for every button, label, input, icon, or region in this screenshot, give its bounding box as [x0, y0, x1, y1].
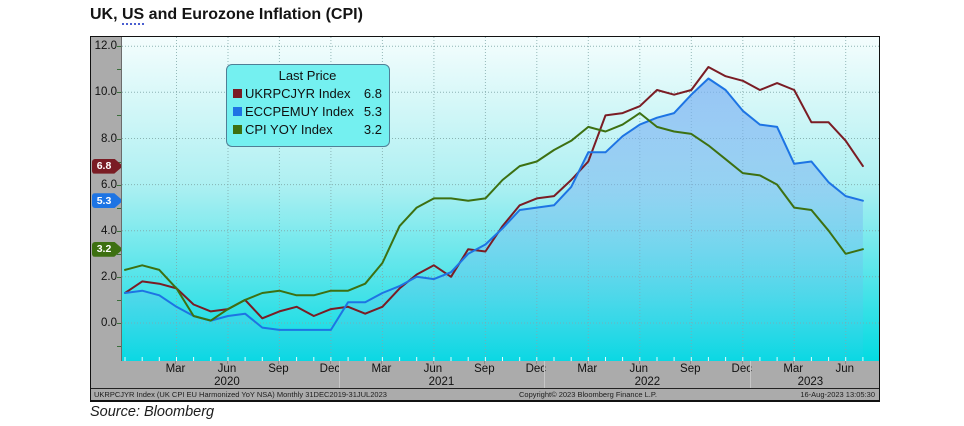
x-axis-tick [793, 361, 795, 364]
x-axis-year-label: 2022 [634, 376, 661, 388]
y-axis-label: 2.0 [101, 270, 117, 283]
x-axis-month-label: Mar [165, 363, 186, 375]
x-axis-tick [484, 361, 486, 364]
y-axis-tick [117, 253, 121, 255]
fineprint-timestamp: 16-Aug-2023 13:05:30 [800, 390, 875, 399]
y-axis-label: 6.0 [101, 178, 117, 191]
legend-series-name: CPI YOY Index [245, 121, 333, 137]
legend-title: Last Price [278, 68, 337, 83]
x-axis-month-label: Dec [319, 363, 341, 375]
x-axis-year-label: 2021 [428, 376, 455, 388]
x-axis-tick [638, 361, 640, 364]
x-axis-month-label: Sep [268, 363, 289, 375]
legend-item: ECCPEMUY Index 5.3 [233, 102, 382, 120]
series-line-ukrpcjyr-index [124, 66, 864, 320]
x-axis-month-label: Jun [835, 363, 854, 375]
year-separator [338, 361, 340, 388]
fineprint-ticker-description: UKRPCJYR Index (UK CPI EU Harmonized YoY… [94, 390, 387, 399]
title-text: UK, [90, 6, 122, 23]
y-axis-label: 10.0 [94, 86, 117, 99]
x-axis-month-label: Jun [423, 363, 443, 375]
x-axis-tick [690, 361, 692, 364]
legend-series-name: ECCPEMUY Index [245, 103, 354, 119]
x-axis-month-label: Sep [680, 363, 701, 375]
y-axis-tick [117, 184, 121, 186]
x-axis-month-label: Jun [629, 363, 649, 375]
x-axis-tick [381, 361, 383, 364]
y-axis-tick [117, 46, 121, 48]
y-axis-tick [117, 207, 121, 209]
x-axis-month-label: Mar [577, 363, 598, 375]
year-separator [750, 361, 752, 388]
y-axis-tick [117, 323, 121, 324]
x-axis-tick [587, 361, 589, 364]
legend-series-name: UKRPCJYR Index [245, 85, 351, 101]
footer-separator [91, 388, 879, 389]
title-text: and Eurozone Inflation (CPI) [144, 6, 363, 23]
y-axis-tick [117, 92, 121, 94]
y-axis-tick [117, 276, 121, 278]
last-price-axis-tag: 3.2 [92, 241, 123, 257]
x-axis-month-label: Sep [474, 363, 495, 375]
x-axis-tick [432, 361, 434, 364]
fineprint-copyright: Copyright© 2023 Bloomberg Finance L.P. [519, 390, 657, 399]
legend-last-price-value: 6.8 [363, 85, 382, 101]
y-axis-tick [117, 115, 121, 117]
y-axis-label: 8.0 [101, 132, 117, 145]
y-axis-tick [117, 138, 121, 140]
plot-area [121, 37, 880, 361]
y-axis-label: 12.0 [94, 40, 117, 53]
year-separator [544, 361, 546, 388]
x-axis-strip: UKRPCJYR Index (UK CPI EU Harmonized YoY… [91, 361, 879, 400]
x-axis-tick [226, 361, 228, 364]
title-spellcheck-underline: US [122, 6, 145, 25]
y-axis-tick [117, 230, 121, 232]
x-axis-month-label: Dec [731, 363, 752, 375]
x-axis-year-label: 2020 [214, 376, 240, 388]
y-axis-strip: 0.0 2.0 4.0 6.0 8.0 10.0 12.0 6.8 5.3 3.2 [91, 37, 123, 400]
x-axis-year-label: 2023 [797, 376, 824, 388]
legend-item: CPI YOY Index 3.2 [233, 120, 382, 138]
legend-last-price-value: 3.2 [363, 121, 382, 137]
x-axis-tick [329, 361, 331, 364]
x-axis-month-label: Dec [525, 363, 547, 375]
source-caption: Source: Bloomberg [90, 404, 215, 420]
legend-last-price-value: 5.3 [363, 103, 382, 119]
area-fill-eccpemuy-index [125, 78, 863, 361]
page-title: UK, US and Eurozone Inflation (CPI) [90, 6, 363, 25]
legend-color-swatch-icon [233, 88, 242, 98]
y-axis-tick [117, 299, 121, 301]
legend-box: Last Price UKRPCJYR Index 6.8 ECCPEMUY Ind… [226, 64, 390, 147]
legend-color-swatch-icon [233, 124, 242, 134]
y-axis-tick [117, 346, 121, 347]
bloomberg-chart: 0.0 2.0 4.0 6.0 8.0 10.0 12.0 6.8 5.3 3.2 UKRPCJY… [90, 36, 880, 402]
x-axis-month-label: Jun [217, 363, 237, 375]
y-axis-label: 4.0 [101, 224, 117, 237]
x-axis-month-label: Mar [371, 363, 392, 375]
x-axis-tick [535, 361, 537, 364]
legend-color-swatch-icon [233, 106, 242, 116]
last-price-axis-tag: 6.8 [92, 158, 123, 174]
x-axis-tick [741, 361, 743, 364]
x-axis-tick [278, 361, 280, 364]
y-axis-label: 0.0 [101, 317, 117, 329]
x-axis-tick [844, 361, 846, 364]
series-line-eccpemuy-index [124, 77, 864, 331]
y-axis-tick [117, 69, 121, 71]
x-axis-month-label: Mar [783, 363, 804, 375]
x-axis-tick [175, 361, 177, 364]
y-axis-tick [117, 161, 121, 163]
legend-item: UKRPCJYR Index 6.8 [233, 84, 382, 102]
chart-fineprint: UKRPCJYR Index (UK CPI EU Harmonized YoY… [91, 389, 879, 400]
last-price-axis-tag: 5.3 [92, 193, 123, 209]
series-line-cpi-yoy-index [124, 112, 864, 322]
